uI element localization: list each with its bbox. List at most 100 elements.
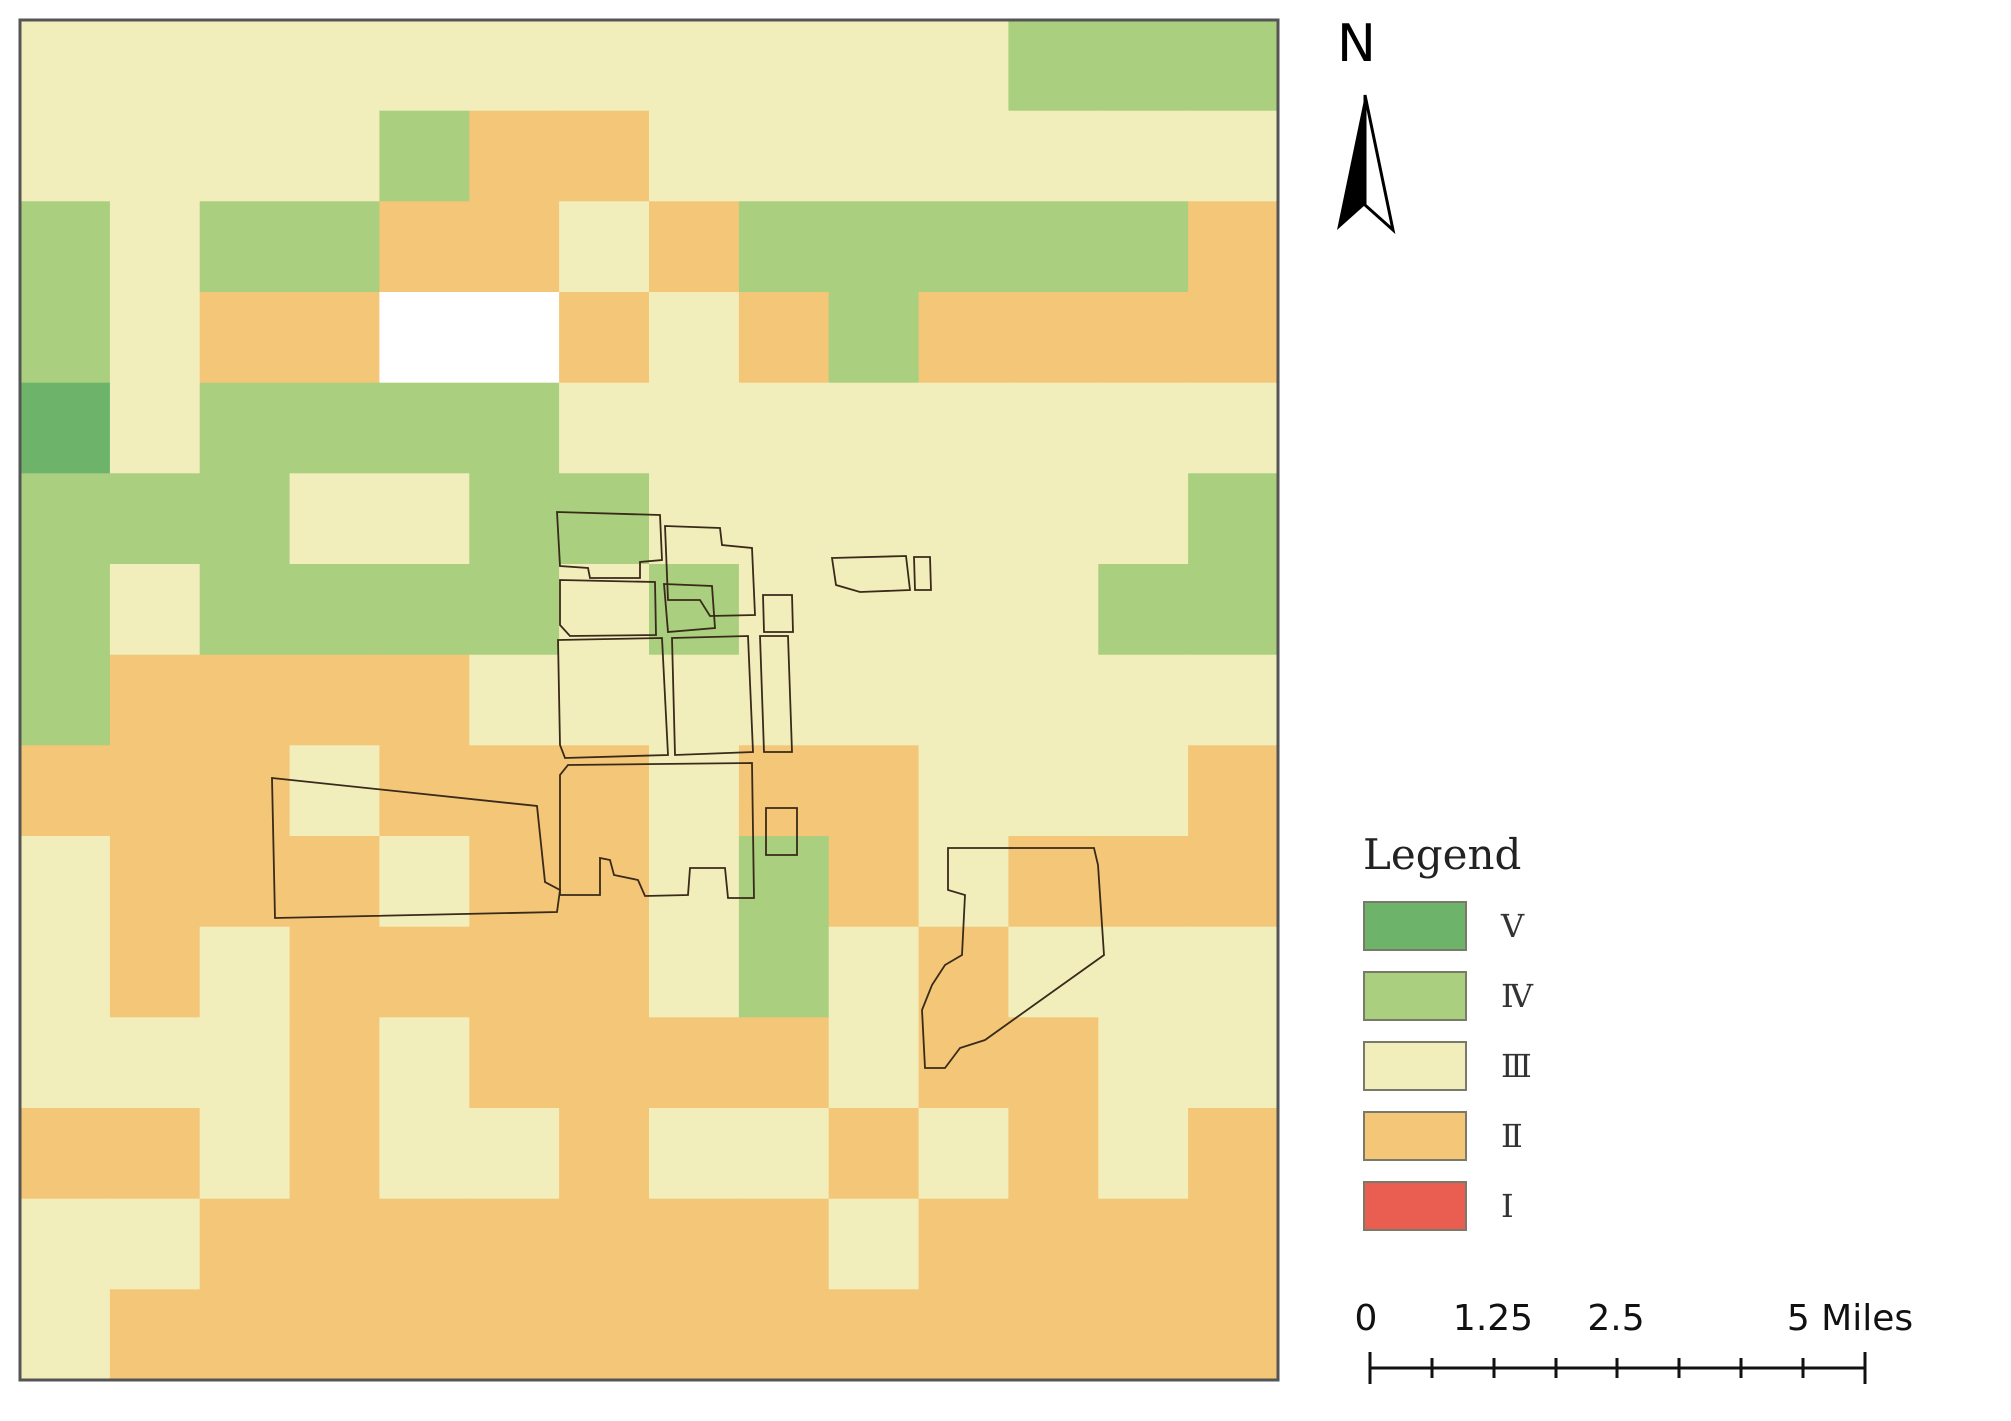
grid-cell <box>289 473 381 565</box>
legend-label-i: I <box>1501 1187 1514 1225</box>
grid-cell <box>289 382 381 474</box>
grid-cell <box>289 1108 381 1200</box>
grid-cell <box>738 292 830 384</box>
grid-cell <box>1188 201 1279 293</box>
grid-cell <box>379 564 470 656</box>
grid-cell <box>469 745 560 837</box>
grid-cell <box>469 1017 560 1109</box>
grid-cell <box>199 382 291 474</box>
grid-cell <box>289 745 381 837</box>
grid-cell <box>20 745 111 837</box>
legend-item-ii: Ⅱ <box>1363 1110 1623 1162</box>
grid-cell <box>828 473 920 565</box>
grid-cell <box>649 110 740 202</box>
grid-cell <box>918 1289 1010 1381</box>
grid-cell <box>1008 1017 1099 1109</box>
grid-cell <box>559 1289 650 1381</box>
grid-cell <box>649 201 740 293</box>
grid-cell <box>1098 1017 1189 1109</box>
grid-cell <box>918 654 1010 746</box>
grid-cell <box>379 654 470 746</box>
grid-cell <box>738 1108 830 1200</box>
grid-cell <box>649 1198 740 1290</box>
grid-cell <box>109 564 201 656</box>
grid-cell <box>20 110 111 202</box>
boundary-east-small-1 <box>830 555 912 593</box>
grid-cell <box>289 20 381 112</box>
grid-cell <box>469 201 560 293</box>
grid-cell <box>649 926 740 1018</box>
grid-cell <box>289 110 381 202</box>
grid-cell <box>199 745 291 837</box>
grid-cell <box>20 382 111 474</box>
grid-cell <box>649 1017 740 1109</box>
legend-swatch-ii <box>1363 1111 1467 1161</box>
suitability-map <box>18 18 1280 1382</box>
grid-cell <box>738 473 830 565</box>
grid-cell <box>379 110 470 202</box>
grid-cell <box>20 201 111 293</box>
grid-cell <box>469 1108 560 1200</box>
grid-cell <box>109 926 201 1018</box>
grid-cell <box>918 926 1010 1018</box>
grid-cell <box>199 1017 291 1109</box>
grid-cell <box>649 473 740 565</box>
grid-cell <box>1008 382 1099 474</box>
grid-cell <box>559 745 650 837</box>
grid-cell <box>918 292 1010 384</box>
grid-cell <box>649 654 740 746</box>
grid-cell <box>20 1198 111 1290</box>
grid-cell <box>20 1108 111 1200</box>
grid-cell <box>649 382 740 474</box>
grid-cell <box>199 292 291 384</box>
grid-cell <box>649 20 740 112</box>
grid-cell <box>20 926 111 1018</box>
grid-cell <box>1098 1198 1189 1290</box>
grid-cell <box>1098 473 1189 565</box>
boundary-central-block <box>559 762 755 899</box>
grid-cell <box>828 292 920 384</box>
grid-cell <box>1188 1108 1279 1200</box>
grid-cell <box>20 564 111 656</box>
grid-cell <box>199 1198 291 1290</box>
legend-swatch-i <box>1363 1181 1467 1231</box>
grid-cell <box>559 926 650 1018</box>
boundary-block-row3-c <box>759 635 793 753</box>
grid-cell <box>738 745 830 837</box>
grid-cell <box>379 20 470 112</box>
grid-cell <box>1188 654 1279 746</box>
grid-cell <box>918 20 1010 112</box>
grid-cell <box>199 1108 291 1200</box>
legend-label-ii: Ⅱ <box>1501 1117 1523 1155</box>
grid-cell <box>199 836 291 928</box>
grid-cell <box>1098 745 1189 837</box>
grid-cell <box>1008 564 1099 656</box>
grid-cell <box>469 20 560 112</box>
grid-cell <box>1008 1198 1099 1290</box>
grid-cell <box>109 1108 201 1200</box>
grid-cell <box>738 1289 830 1381</box>
grid-cell <box>828 564 920 656</box>
grid-cell <box>559 1108 650 1200</box>
grid-cell <box>1188 926 1279 1018</box>
grid-cell <box>379 473 470 565</box>
grid-cell <box>738 20 830 112</box>
grid-cell <box>1098 564 1189 656</box>
north-label: N <box>1337 14 1376 74</box>
grid-cell <box>1188 1289 1279 1381</box>
grid-cell <box>1098 836 1189 928</box>
grid-cell <box>109 745 201 837</box>
grid-cell <box>828 654 920 746</box>
grid-cell <box>1188 292 1279 384</box>
grid-cell <box>918 201 1010 293</box>
grid-cell <box>738 110 830 202</box>
grid-cell <box>469 292 560 384</box>
legend-label-iii: Ⅲ <box>1501 1047 1532 1085</box>
grid-cell <box>828 745 920 837</box>
grid-cell <box>20 1289 111 1381</box>
boundary-block-row3-a <box>557 637 669 759</box>
grid-cell <box>1098 1289 1189 1381</box>
grid-cell <box>1188 382 1279 474</box>
grid-cell <box>559 1017 650 1109</box>
boundary-block-row2-b <box>663 583 716 633</box>
